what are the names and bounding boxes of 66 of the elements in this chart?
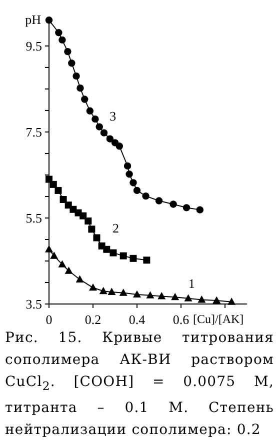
point	[76, 84, 84, 92]
x-tick-label: 0.4	[128, 312, 146, 327]
point	[130, 179, 137, 186]
point	[142, 192, 150, 200]
point	[76, 275, 84, 282]
point	[110, 249, 117, 256]
point	[84, 217, 92, 224]
y-tick-label: 7.5	[26, 124, 42, 140]
point	[143, 256, 150, 264]
point	[228, 298, 236, 305]
y-tick-label: 9.5	[26, 38, 42, 54]
point	[72, 72, 80, 80]
point	[158, 292, 166, 300]
point	[126, 170, 133, 178]
point	[133, 290, 141, 298]
point	[86, 107, 94, 114]
point	[196, 206, 204, 214]
x-tick-label: 0.2	[84, 312, 102, 327]
point	[124, 162, 132, 170]
y-axis-title: pH	[25, 12, 41, 27]
point	[68, 60, 76, 67]
point	[60, 196, 67, 203]
point	[58, 260, 66, 268]
point	[89, 283, 97, 291]
point	[170, 200, 177, 208]
series-label: 3	[110, 108, 116, 124]
point	[88, 226, 96, 233]
point	[116, 142, 123, 150]
series-label: 1	[188, 276, 195, 292]
x-tick-label: 0.6	[172, 312, 190, 327]
point	[100, 129, 108, 136]
point	[108, 288, 116, 295]
point	[212, 296, 221, 304]
point	[99, 286, 108, 294]
point	[198, 296, 206, 303]
point	[81, 96, 88, 103]
point	[130, 254, 137, 262]
point	[54, 186, 62, 194]
point	[55, 29, 62, 36]
y-tick-label: 5.5	[26, 210, 42, 226]
point	[92, 115, 99, 123]
point	[155, 197, 163, 204]
point	[119, 288, 128, 296]
point	[171, 292, 180, 300]
point	[184, 294, 192, 302]
series-label: 2	[112, 220, 120, 236]
point	[64, 266, 73, 274]
point	[103, 246, 110, 253]
point	[58, 36, 66, 44]
point	[133, 186, 141, 194]
point	[96, 123, 103, 130]
point	[182, 204, 190, 212]
point	[80, 212, 87, 220]
point	[146, 291, 154, 298]
point	[45, 16, 53, 24]
point	[45, 245, 53, 252]
x-tick-label: 0	[46, 312, 52, 327]
x-axis-title: [Cu]/[AK]	[193, 312, 244, 326]
point	[50, 180, 57, 188]
point	[50, 252, 58, 259]
point	[93, 234, 100, 242]
point	[106, 135, 114, 142]
point	[120, 252, 127, 260]
point	[64, 48, 72, 56]
y-tick-label: 3.5	[26, 296, 42, 312]
text: Рис. 15. Кривые титрования сополимера АК-ВИ раствором CuCl$_{2}$. [COOH] = 0.0075 М, титранта – 0.1 М. Степень нейтрализации сополимера: 0.2	[5, 330, 274, 438]
